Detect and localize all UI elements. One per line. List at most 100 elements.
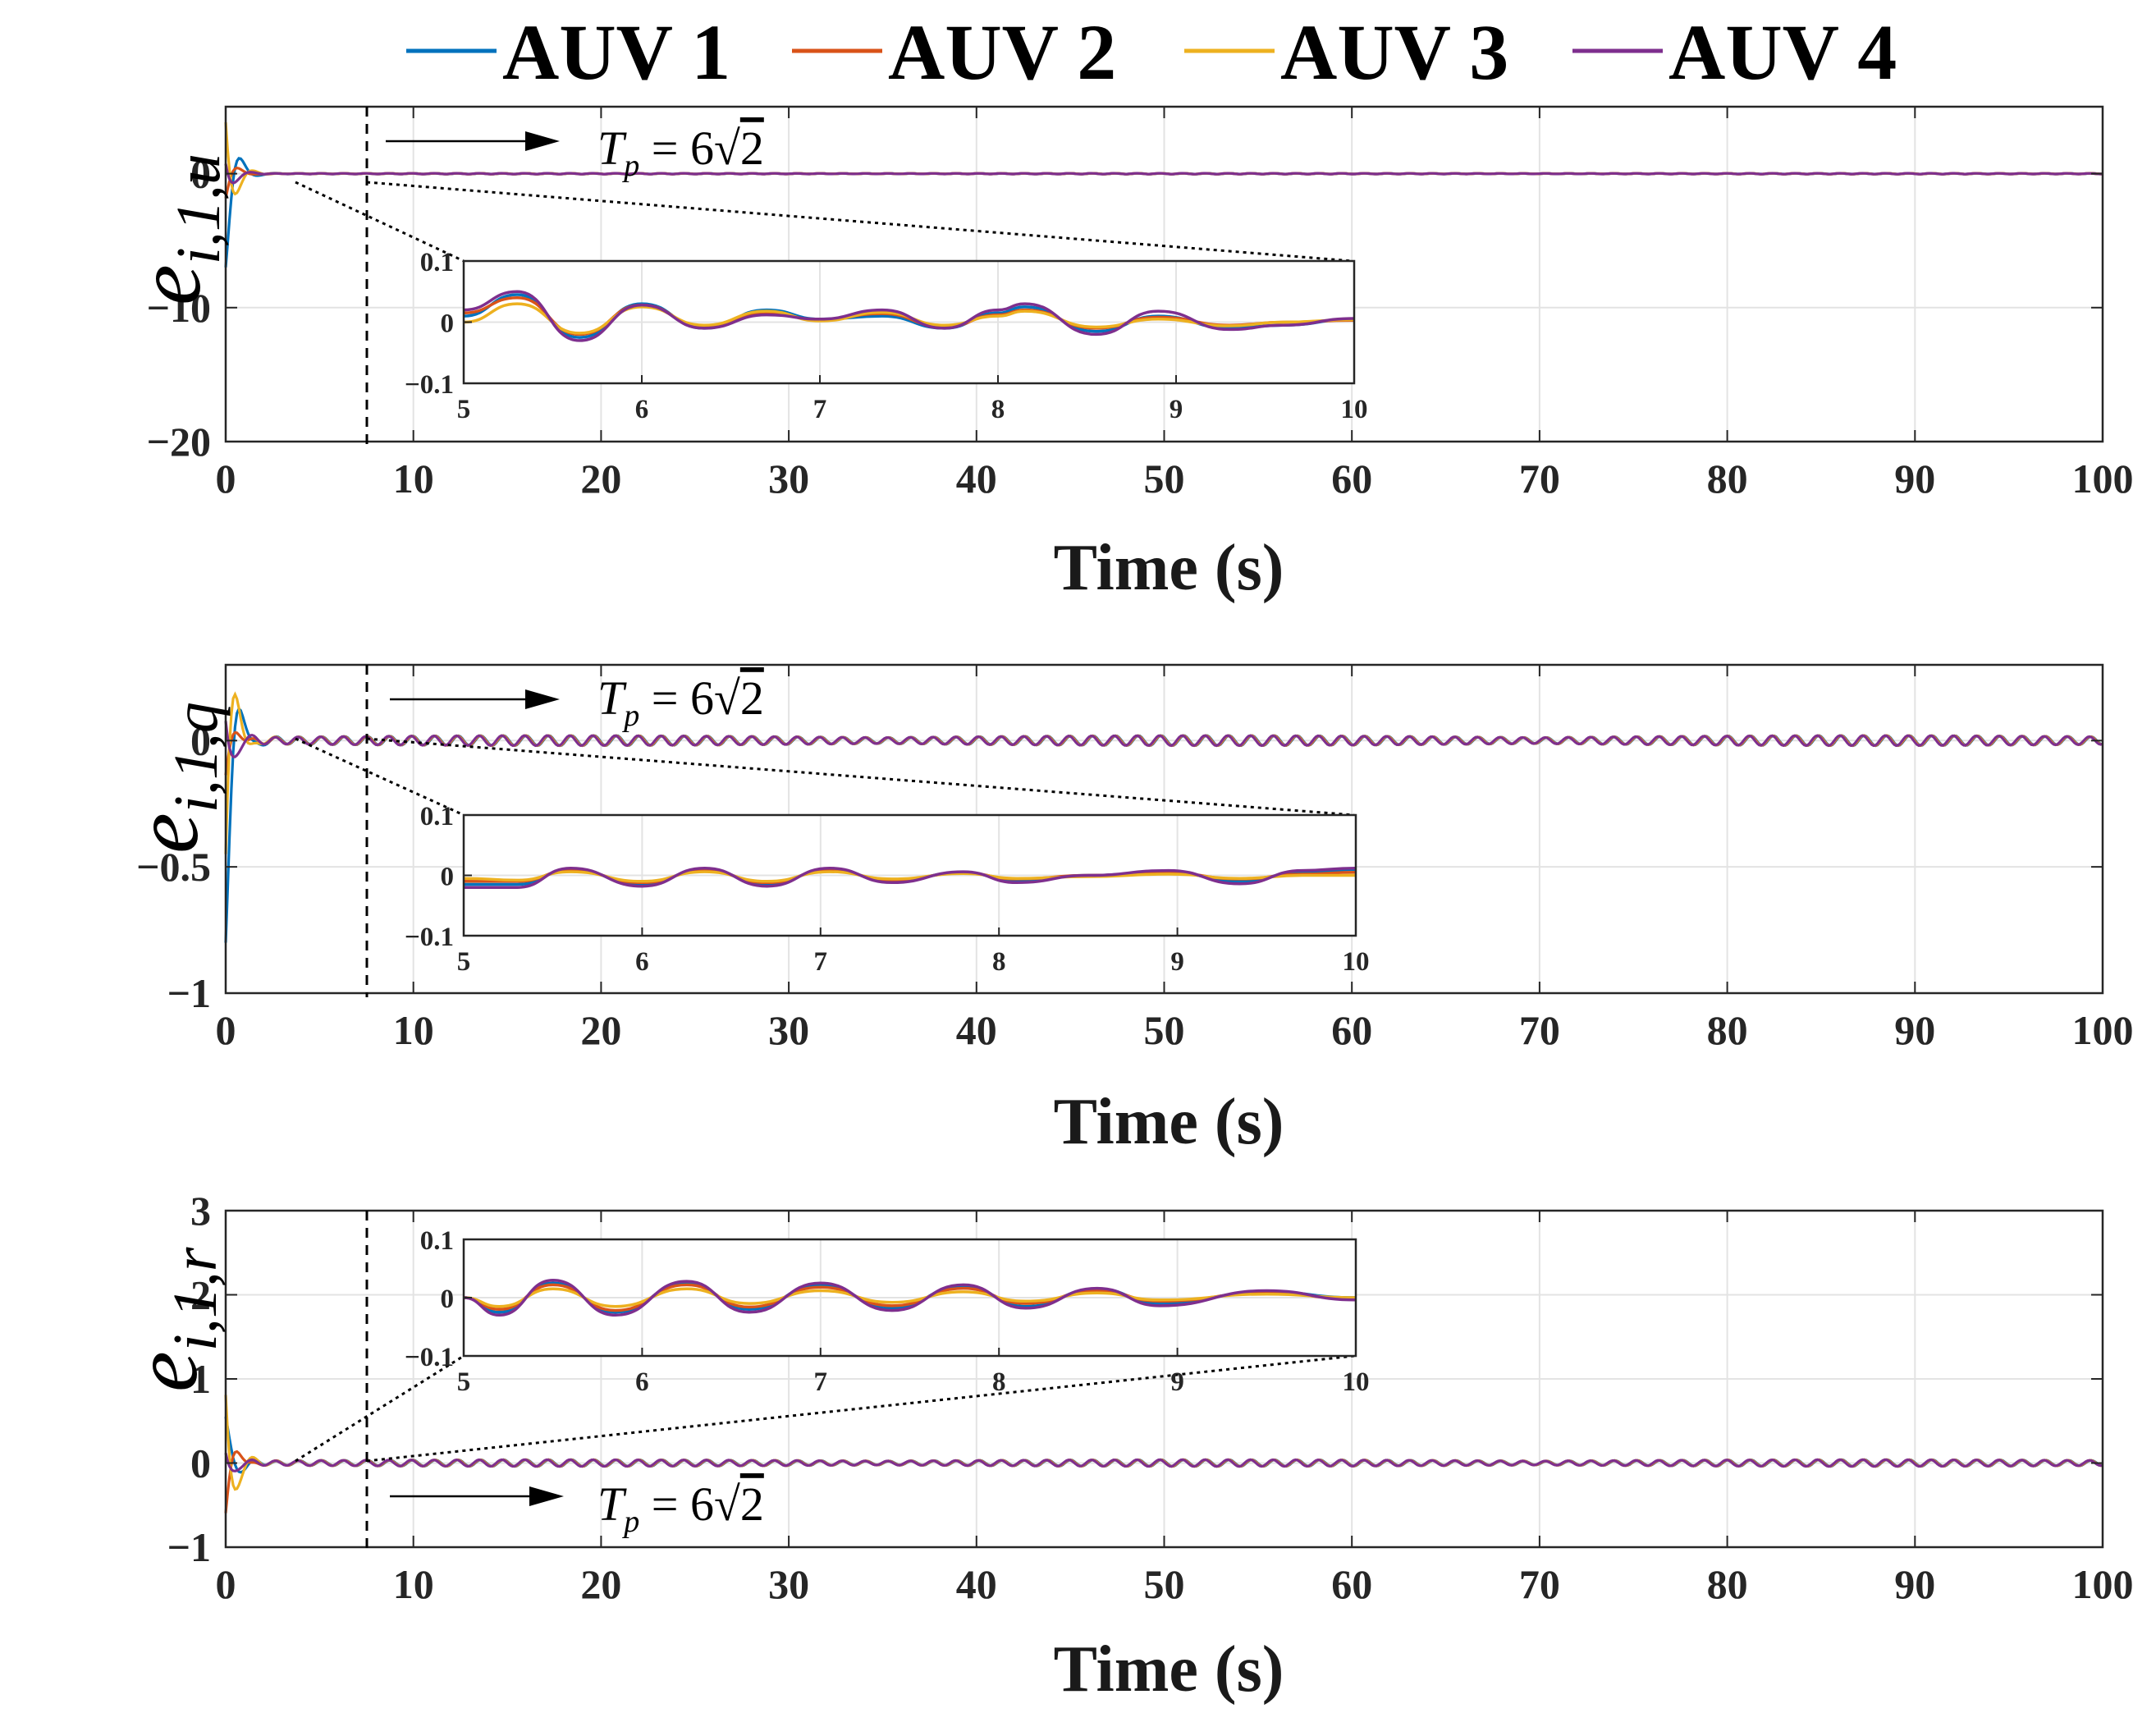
inset-zoom: 5 6 7 8 9 10 −0.1 0 0.1 xyxy=(405,1226,1370,1397)
y-tick-label: −1 xyxy=(167,970,212,1016)
inset-ticks: 5 6 7 8 9 10 −0.1 0 0.1 xyxy=(405,248,1368,424)
tp-arrow-head xyxy=(529,1486,564,1506)
zoom-line-right xyxy=(366,737,1355,817)
series-line-auv4 xyxy=(224,1452,2103,1472)
tp-label: Tp = 6√2 xyxy=(597,1477,764,1539)
x-axis-label: Time (s) xyxy=(1054,532,1284,604)
inset-x-tick-label: 9 xyxy=(1170,1367,1184,1397)
y-tick-label: 0 xyxy=(190,1440,211,1486)
inset-x-tick-label: 10 xyxy=(1341,395,1368,424)
inset-x-tick-label: 10 xyxy=(1343,1367,1370,1397)
x-tick-label: 10 xyxy=(393,456,434,501)
tp-annotation: Tp = 6√2 xyxy=(365,665,764,997)
inset-ticks: 5 6 7 8 9 10 −0.1 0 0.1 xyxy=(405,802,1370,977)
legend-label-auv2: AUV 2 xyxy=(888,8,1116,96)
inset-y-tick-label: 0 xyxy=(441,863,455,892)
y-tick-label: 0 xyxy=(190,717,211,763)
y-tick-label: −10 xyxy=(147,285,212,331)
y-tick-label: 1 xyxy=(190,1356,211,1402)
tp-label: Tp = 6√2 xyxy=(597,671,764,733)
x-tick-label: 0 xyxy=(216,1007,236,1053)
x-tick-label: 90 xyxy=(1894,1007,1935,1053)
inset-series-auv4 xyxy=(463,866,1357,889)
inset-x-tick-label: 8 xyxy=(992,947,1006,977)
series-lines xyxy=(224,121,2103,268)
x-tick-label: 50 xyxy=(1144,1007,1185,1053)
y-tick-label: −0.5 xyxy=(136,844,211,890)
inset-y-tick-label: −0.1 xyxy=(405,923,454,952)
x-tick-label: 30 xyxy=(768,456,809,501)
series-lines xyxy=(224,691,2103,943)
legend-label-auv3: AUV 3 xyxy=(1280,8,1508,96)
x-tick-label: 50 xyxy=(1144,1561,1185,1607)
tp-arrow-head xyxy=(525,689,560,709)
x-tick-label: 70 xyxy=(1519,1561,1560,1607)
x-tick-label: 80 xyxy=(1707,1007,1748,1053)
x-tick-label: 60 xyxy=(1331,1561,1372,1607)
inset-ticks: 5 6 7 8 9 10 −0.1 0 0.1 xyxy=(405,1226,1370,1397)
inset-x-tick-label: 6 xyxy=(635,395,649,424)
x-tick-label: 90 xyxy=(1894,1561,1935,1607)
inset-x-tick-label: 5 xyxy=(457,395,471,424)
legend: AUV 1 AUV 2 AUV 3 AUV 4 xyxy=(406,8,1897,96)
inset-series-lines xyxy=(463,866,1357,889)
y-tick-label: −20 xyxy=(147,419,212,465)
zoom-line-right xyxy=(366,1354,1355,1463)
x-tick-label: 100 xyxy=(2072,456,2134,501)
zoom-line-left xyxy=(295,181,465,263)
inset-series-auv4 xyxy=(463,1278,1357,1317)
series-line-auv4 xyxy=(224,721,2103,758)
inset-y-tick-label: 0.1 xyxy=(420,1226,454,1256)
x-tick-label: 100 xyxy=(2072,1561,2134,1607)
y-tick-label: 0 xyxy=(190,151,211,197)
x-tick-label: 100 xyxy=(2072,1007,2134,1053)
inset-series-lines xyxy=(463,290,1355,342)
x-tick-label: 10 xyxy=(393,1007,434,1053)
tp-annotation: Tp = 6√2 xyxy=(365,1211,764,1555)
x-tick-label: 40 xyxy=(956,1561,997,1607)
x-tick-label: 70 xyxy=(1519,456,1560,501)
legend-label-auv4: AUV 4 xyxy=(1668,8,1897,96)
x-tick-label: 40 xyxy=(956,456,997,501)
axis-ticks: 0 10 20 30 40 50 60 70 80 90 100−1−0.50 xyxy=(136,665,2134,1053)
y-tick-label: 2 xyxy=(190,1272,211,1318)
inset-y-tick-label: 0 xyxy=(441,1285,455,1314)
inset-zoom: 5 6 7 8 9 10 −0.1 0 0.1 xyxy=(405,248,1368,424)
series-line-auv4 xyxy=(224,163,2103,185)
inset-x-tick-label: 9 xyxy=(1170,395,1183,424)
x-tick-label: 20 xyxy=(580,456,621,501)
inset-series-auv3 xyxy=(463,1287,1357,1308)
subplot-pitch-rate-error: 0 10 20 30 40 50 60 70 80 90 100−1−0.50 Tp = 6√2 5… xyxy=(116,663,2134,1158)
inset-series-auv4 xyxy=(463,290,1355,342)
zoom-line-left xyxy=(295,1354,465,1463)
inset-x-tick-label: 7 xyxy=(813,395,827,424)
x-axis-label: Time (s) xyxy=(1054,1633,1284,1706)
axis-ticks: 0 10 20 30 40 50 60 70 80 90 100−20−100 xyxy=(147,107,2134,501)
zoom-connector-lines xyxy=(295,181,1353,263)
zoom-connector-lines xyxy=(295,1354,1355,1463)
x-tick-label: 80 xyxy=(1707,456,1748,501)
inset-series-lines xyxy=(463,1278,1357,1317)
inset-y-tick-label: −0.1 xyxy=(405,1343,454,1372)
inset-x-tick-label: 7 xyxy=(814,1367,828,1397)
x-tick-label: 0 xyxy=(216,1561,236,1607)
y-tick-label: 3 xyxy=(190,1188,211,1234)
x-tick-label: 40 xyxy=(956,1007,997,1053)
inset-y-tick-label: 0.1 xyxy=(420,248,454,277)
zoom-line-right xyxy=(366,181,1353,263)
inset-x-tick-label: 8 xyxy=(992,1367,1006,1397)
x-tick-label: 90 xyxy=(1894,456,1935,501)
x-tick-label: 70 xyxy=(1519,1007,1560,1053)
x-tick-label: 10 xyxy=(393,1561,434,1607)
x-tick-label: 0 xyxy=(216,456,236,501)
x-tick-label: 80 xyxy=(1707,1561,1748,1607)
x-tick-label: 20 xyxy=(580,1561,621,1607)
inset-y-tick-label: 0.1 xyxy=(420,802,454,831)
y-tick-label: −1 xyxy=(167,1524,212,1570)
inset-x-tick-label: 5 xyxy=(457,947,471,977)
inset-y-tick-label: −0.1 xyxy=(405,370,454,400)
zoom-connector-lines xyxy=(295,737,1355,817)
